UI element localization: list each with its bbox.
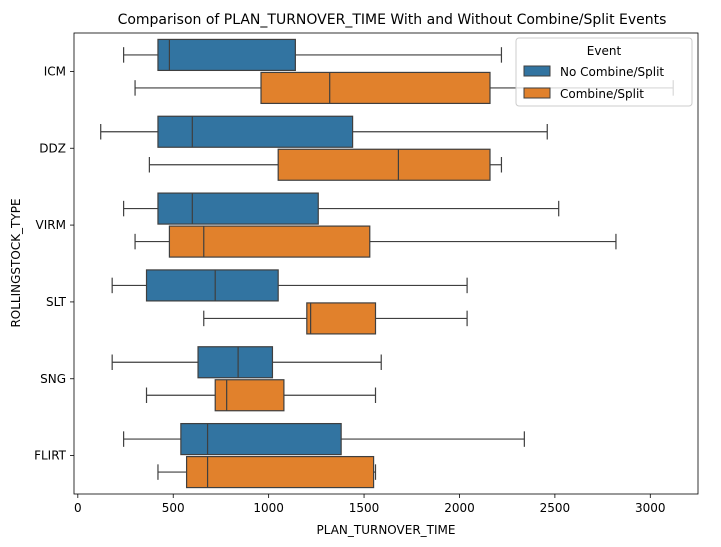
box-virm-combine-split bbox=[168, 225, 371, 258]
box-slt-no-combine-split bbox=[145, 269, 279, 302]
box-group-sng-combine-split bbox=[145, 379, 377, 412]
box-slt-combine-split bbox=[306, 302, 377, 335]
y-tick-label-slt: SLT bbox=[46, 295, 67, 309]
legend: Event No Combine/Split Combine/Split bbox=[515, 37, 693, 107]
x-tick-label-1000: 1000 bbox=[253, 501, 284, 515]
box-virm-no-combine-split bbox=[157, 192, 319, 225]
box-sng-combine-split bbox=[214, 379, 285, 412]
x-tick-label-3000: 3000 bbox=[635, 501, 666, 515]
box-icm-no-combine-split bbox=[157, 38, 296, 72]
box-icm-combine-split bbox=[260, 71, 491, 105]
box-ddz-no-combine-split bbox=[157, 115, 354, 148]
legend-swatch-combine-split bbox=[523, 87, 551, 99]
box-flirt-combine-split bbox=[185, 455, 375, 489]
y-axis-title: ROLLINGSTOCK_TYPE bbox=[9, 198, 23, 327]
x-tick-label-2000: 2000 bbox=[444, 501, 475, 515]
y-tick-label-ddz: DDZ bbox=[39, 141, 66, 155]
x-tick-label-0: 0 bbox=[74, 501, 82, 515]
legend-swatch-no-combine-split bbox=[523, 65, 551, 77]
y-tick-label-virm: VIRM bbox=[36, 218, 66, 232]
box-ddz-combine-split bbox=[277, 148, 491, 181]
y-tick-label-icm: ICM bbox=[44, 64, 66, 78]
legend-title: Event bbox=[587, 44, 622, 58]
box-group-icm-no-combine-split bbox=[123, 38, 503, 72]
plot-frame bbox=[73, 32, 699, 495]
box-group-slt-no-combine-split bbox=[111, 269, 468, 302]
x-tick-label-1500: 1500 bbox=[349, 501, 380, 515]
chart-title: Comparison of PLAN_TURNOVER_TIME With an… bbox=[118, 12, 667, 28]
box-group-virm-no-combine-split bbox=[123, 192, 560, 225]
y-tick-label-sng: SNG bbox=[40, 372, 66, 386]
box-group-virm-combine-split bbox=[134, 225, 617, 258]
box-group-slt-combine-split bbox=[203, 302, 468, 335]
x-tick-label-500: 500 bbox=[162, 501, 185, 515]
box-group-icm-combine-split bbox=[134, 71, 674, 105]
y-axis: ICM DDZ VIRM SLT SNG FLIRT bbox=[34, 64, 74, 463]
box-group-flirt-combine-split bbox=[157, 455, 377, 489]
box-group-ddz-combine-split bbox=[148, 148, 503, 181]
y-tick-label-flirt: FLIRT bbox=[34, 449, 67, 463]
box-flirt-no-combine-split bbox=[180, 422, 342, 456]
box-group-ddz-no-combine-split bbox=[100, 115, 548, 148]
legend-frame bbox=[515, 37, 693, 107]
x-axis-title: PLAN_TURNOVER_TIME bbox=[317, 523, 456, 537]
legend-label-combine-split: Combine/Split bbox=[560, 87, 644, 101]
box-group-flirt-no-combine-split bbox=[123, 422, 525, 456]
x-tick-label-2500: 2500 bbox=[540, 501, 571, 515]
x-axis: 0 500 1000 1500 2000 2500 3000 bbox=[74, 494, 666, 515]
legend-label-no-combine-split: No Combine/Split bbox=[560, 65, 664, 79]
box-sng-no-combine-split bbox=[197, 346, 274, 379]
plot-area bbox=[100, 38, 674, 489]
box-group-sng-no-combine-split bbox=[111, 346, 382, 379]
